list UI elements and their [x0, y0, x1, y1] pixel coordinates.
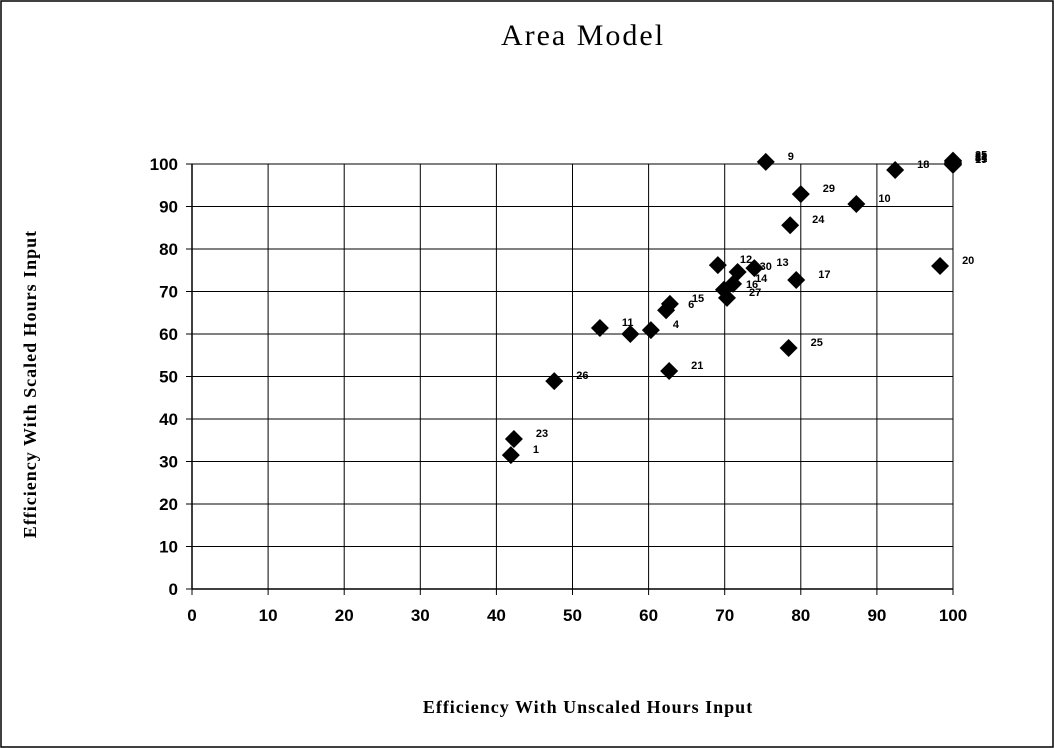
- point-label: 8: [975, 152, 981, 164]
- y-tick-label: 60: [159, 325, 178, 344]
- point: [847, 194, 866, 213]
- x-tick-label: 40: [487, 606, 506, 625]
- point-label: 29: [823, 183, 835, 195]
- point: [931, 257, 950, 275]
- point-label: 20: [962, 255, 974, 267]
- point: [660, 361, 679, 380]
- point-label: 27: [749, 287, 761, 299]
- point-label: 21: [691, 360, 703, 372]
- point-label: 23: [536, 428, 548, 440]
- point-label: 24: [812, 214, 825, 226]
- point: [717, 288, 736, 307]
- y-tick-label: 50: [159, 368, 178, 387]
- point: [944, 155, 962, 173]
- x-tick-label: 30: [411, 606, 430, 625]
- y-tick-label: 20: [159, 495, 178, 514]
- y-tick-label: 100: [150, 155, 178, 174]
- point-label: 26: [576, 370, 588, 382]
- point: [545, 372, 564, 391]
- x-axis-label: Efficiency With Unscaled Hours Input: [423, 697, 753, 717]
- point-label: 25: [811, 337, 823, 349]
- point: [781, 216, 800, 235]
- point-label: 31: [975, 153, 987, 165]
- point-label: 22: [975, 151, 987, 163]
- y-tick-label: 90: [159, 198, 178, 217]
- point-label: 9: [788, 151, 794, 163]
- point: [886, 160, 905, 179]
- chart-title: Area Model: [501, 19, 665, 52]
- point-label: 11: [622, 317, 634, 329]
- point-label: 15: [692, 293, 704, 305]
- point: [504, 429, 523, 448]
- point: [621, 325, 640, 343]
- point-label: 10: [878, 193, 890, 205]
- point-label: 17: [818, 269, 830, 281]
- y-tick-label: 80: [159, 240, 178, 259]
- point-label: 6: [688, 299, 694, 311]
- point-label: 4: [673, 319, 680, 331]
- y-tick-label: 40: [159, 410, 178, 429]
- y-tick-label: 30: [159, 453, 178, 472]
- x-tick-label: 90: [867, 606, 886, 625]
- point: [756, 152, 775, 171]
- point: [708, 256, 727, 275]
- point-label: 35: [975, 150, 987, 162]
- x-tick-label: 50: [563, 606, 582, 625]
- y-tick-label: 70: [159, 283, 178, 302]
- point-label: 30: [760, 261, 772, 273]
- x-tick-label: 0: [187, 606, 196, 625]
- point: [590, 319, 609, 338]
- x-tick-label: 70: [715, 606, 734, 625]
- point: [724, 274, 743, 293]
- y-axis-label: Efficiency With Scaled Hours Input: [20, 230, 40, 538]
- x-tick-label: 80: [791, 606, 810, 625]
- point-label: 19: [975, 154, 987, 166]
- point-label: 18: [917, 159, 929, 171]
- x-tick-label: 100: [939, 606, 967, 625]
- y-tick-label: 10: [159, 538, 178, 557]
- point: [745, 259, 764, 278]
- y-tick-label: 0: [169, 580, 178, 599]
- point-label: 12: [740, 254, 752, 266]
- point-label: 16: [746, 279, 758, 291]
- point: [501, 446, 520, 465]
- x-tick-label: 20: [335, 606, 354, 625]
- point: [779, 339, 798, 358]
- point-label: 1: [533, 444, 539, 456]
- x-tick-label: 10: [259, 606, 278, 625]
- point: [641, 321, 660, 340]
- x-tick-label: 60: [639, 606, 658, 625]
- point: [787, 271, 806, 290]
- point-label: 14: [755, 273, 768, 285]
- point: [791, 185, 810, 204]
- point-label: 13: [776, 257, 788, 269]
- point: [657, 301, 676, 320]
